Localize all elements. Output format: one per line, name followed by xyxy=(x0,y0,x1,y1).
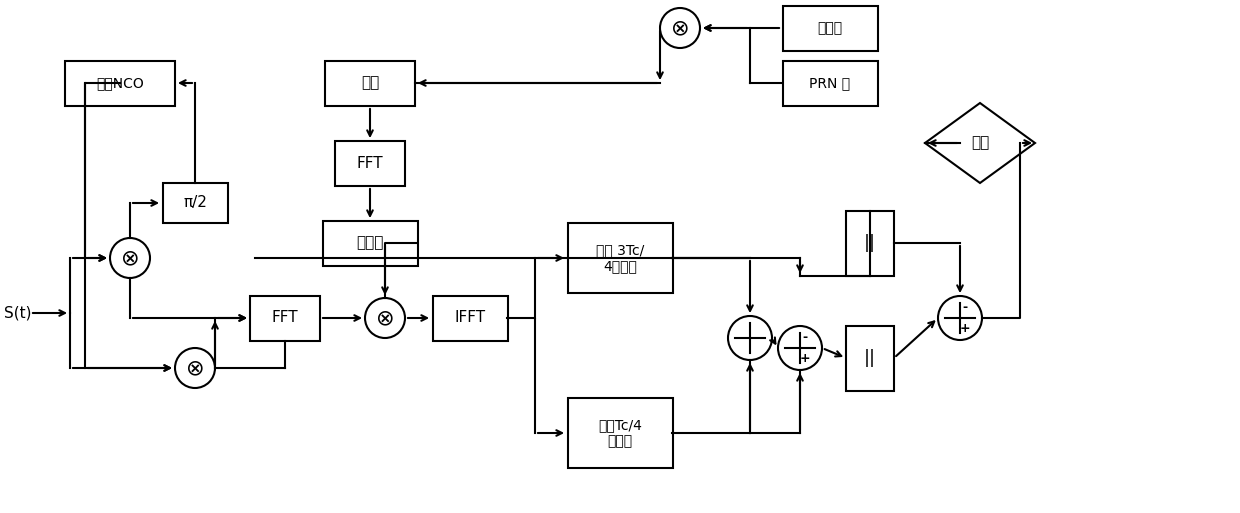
Circle shape xyxy=(660,8,701,48)
Circle shape xyxy=(175,348,215,388)
FancyBboxPatch shape xyxy=(433,295,507,341)
Circle shape xyxy=(365,298,405,338)
Circle shape xyxy=(110,238,150,278)
FancyBboxPatch shape xyxy=(325,61,415,106)
FancyBboxPatch shape xyxy=(250,295,320,341)
FancyBboxPatch shape xyxy=(322,221,418,266)
Circle shape xyxy=(777,326,822,370)
Text: PRN 码: PRN 码 xyxy=(810,76,851,90)
Text: -: - xyxy=(962,302,967,314)
Text: 超前Tc/4
个码片: 超前Tc/4 个码片 xyxy=(598,418,642,448)
Text: +: + xyxy=(800,351,810,365)
FancyBboxPatch shape xyxy=(846,326,894,390)
Circle shape xyxy=(728,316,773,360)
Text: π/2: π/2 xyxy=(184,195,207,210)
Text: 门限: 门限 xyxy=(971,135,990,150)
Text: 副载波: 副载波 xyxy=(817,21,842,35)
Text: 载波NCO: 载波NCO xyxy=(97,76,144,90)
FancyBboxPatch shape xyxy=(846,210,894,275)
Text: 复共轭: 复共轭 xyxy=(356,235,383,250)
Text: ⊗: ⊗ xyxy=(671,18,689,38)
Text: ||: || xyxy=(864,349,875,367)
Text: +: + xyxy=(960,322,971,334)
Text: FFT: FFT xyxy=(272,310,299,326)
Text: 分离: 分离 xyxy=(361,75,379,90)
Text: ⊗: ⊗ xyxy=(120,248,139,268)
FancyBboxPatch shape xyxy=(568,398,672,468)
FancyBboxPatch shape xyxy=(162,183,227,223)
Text: ⊗: ⊗ xyxy=(376,308,394,328)
Text: 滞后 3Tc/
4个码片: 滞后 3Tc/ 4个码片 xyxy=(596,243,644,273)
FancyBboxPatch shape xyxy=(64,61,175,106)
FancyBboxPatch shape xyxy=(568,223,672,293)
Text: ||: || xyxy=(864,234,875,252)
Text: -: - xyxy=(802,331,807,345)
Text: ⊗: ⊗ xyxy=(186,358,205,378)
FancyBboxPatch shape xyxy=(782,61,878,106)
Text: FFT: FFT xyxy=(357,155,383,170)
Text: IFFT: IFFT xyxy=(454,310,486,326)
Circle shape xyxy=(937,296,982,340)
Text: S(t): S(t) xyxy=(4,306,32,321)
FancyBboxPatch shape xyxy=(782,6,878,50)
Polygon shape xyxy=(925,103,1035,183)
FancyBboxPatch shape xyxy=(335,141,405,186)
